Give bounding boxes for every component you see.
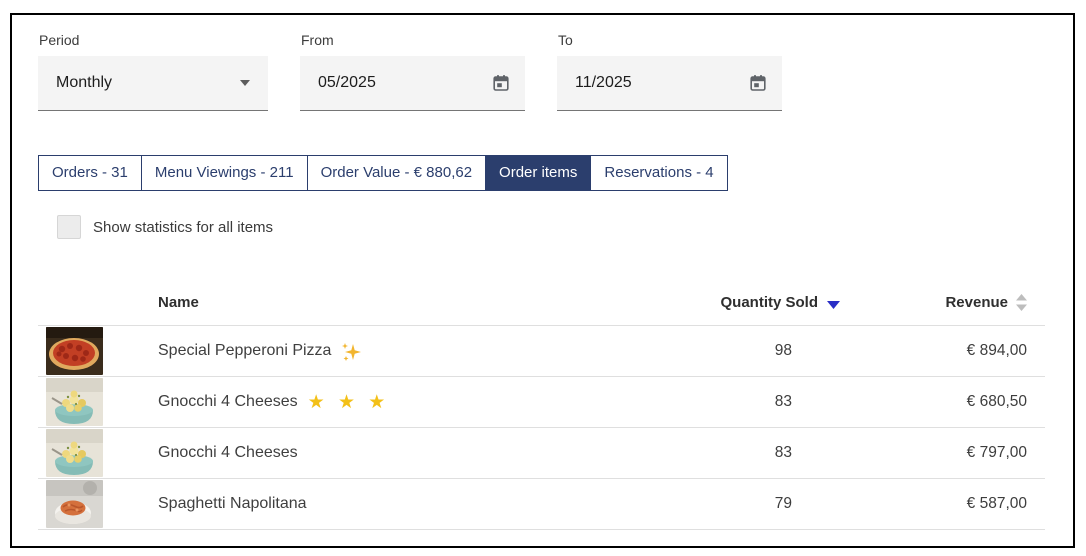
column-header-name[interactable]: Name <box>158 293 199 311</box>
revenue-value: € 680,50 <box>966 393 1027 410</box>
from-value: 05/2025 <box>318 74 376 91</box>
dish-name: Spaghetti Napolitana <box>158 495 307 512</box>
period-select[interactable]: Monthly <box>38 56 268 111</box>
from-label: From <box>301 32 334 48</box>
dish-name: Gnocchi 4 Cheeses <box>158 444 298 461</box>
revenue-value: € 894,00 <box>966 342 1027 359</box>
calendar-icon[interactable] <box>748 73 768 93</box>
table-row[interactable]: Spaghetti Napolitana 79 € 587,00 <box>38 478 1045 530</box>
dish-name: Special Pepperoni Pizza <box>106 340 600 362</box>
show-statistics-checkbox[interactable] <box>57 215 81 239</box>
column-header-quantity-sold[interactable]: Quantity Sold <box>600 294 840 311</box>
table-row[interactable]: Special Pepperoni Pizza 98 € 894,00 <box>38 325 1045 376</box>
from-field-group: From 05/2025 <box>300 31 525 111</box>
to-label: To <box>558 32 573 48</box>
tab-order-items[interactable]: Order items <box>485 155 592 191</box>
order-items-table: Name Quantity Sold Revenue <box>38 279 1045 530</box>
show-statistics-label: Show statistics for all items <box>93 218 274 236</box>
tab-reservations[interactable]: Reservations - 4 <box>590 155 728 191</box>
show-statistics-row[interactable]: Show statistics for all items <box>57 215 1073 239</box>
dish-thumbnail <box>38 378 106 426</box>
filters-bar: Period Monthly From 05/2025 To 11/2025 <box>38 31 1073 111</box>
period-field-group: Period Monthly <box>38 31 268 111</box>
sort-descending-icon <box>827 301 840 309</box>
quantity-sold-value: 83 <box>774 393 792 410</box>
gnocchi-bowl-image <box>46 378 103 426</box>
to-value: 11/2025 <box>575 74 632 91</box>
to-date-input[interactable]: 11/2025 <box>557 56 782 111</box>
revenue-value: € 587,00 <box>966 495 1027 512</box>
period-label: Period <box>39 32 80 48</box>
quantity-sold-value: 98 <box>774 342 792 359</box>
quantity-sold-value: 83 <box>774 444 792 461</box>
gnocchi-bowl-image <box>46 429 103 477</box>
dish-thumbnail <box>38 327 106 375</box>
page-frame: Period Monthly From 05/2025 To 11/2025 <box>10 13 1075 548</box>
to-field-group: To 11/2025 <box>557 31 782 111</box>
dish-name: Gnocchi 4 Cheeses ★ ★ ★ <box>158 391 390 413</box>
table-row[interactable]: Gnocchi 4 Cheeses 83 € 797,00 <box>38 427 1045 478</box>
spaghetti-bowl-image <box>46 480 103 528</box>
quantity-sold-value: 79 <box>774 495 792 512</box>
revenue-value: € 797,00 <box>966 444 1027 461</box>
tab-order-value[interactable]: Order Value - € 880,62 <box>306 155 487 191</box>
pepperoni-pizza-image <box>46 327 103 375</box>
tab-bar: Orders - 31 Menu Viewings - 211 Order Va… <box>38 155 728 191</box>
revenue-label: Revenue <box>945 293 1008 311</box>
dish-thumbnail <box>38 480 106 528</box>
table-header: Name Quantity Sold Revenue <box>38 279 1045 325</box>
three-stars-icon: ★ ★ ★ <box>307 391 390 413</box>
sort-unsorted-icon <box>1016 293 1027 311</box>
chevron-down-icon <box>240 80 250 86</box>
calendar-icon[interactable] <box>491 73 511 93</box>
column-header-revenue[interactable]: Revenue <box>840 293 1045 311</box>
period-value: Monthly <box>56 74 113 91</box>
from-date-input[interactable]: 05/2025 <box>300 56 525 111</box>
table-row[interactable]: Gnocchi 4 Cheeses ★ ★ ★ 83 € 680,50 <box>38 376 1045 427</box>
dish-thumbnail <box>38 429 106 477</box>
tab-menu-viewings[interactable]: Menu Viewings - 211 <box>140 155 308 191</box>
sparkles-icon <box>342 343 362 361</box>
tab-orders[interactable]: Orders - 31 <box>38 155 142 191</box>
quantity-sold-label: Quantity Sold <box>720 293 819 311</box>
